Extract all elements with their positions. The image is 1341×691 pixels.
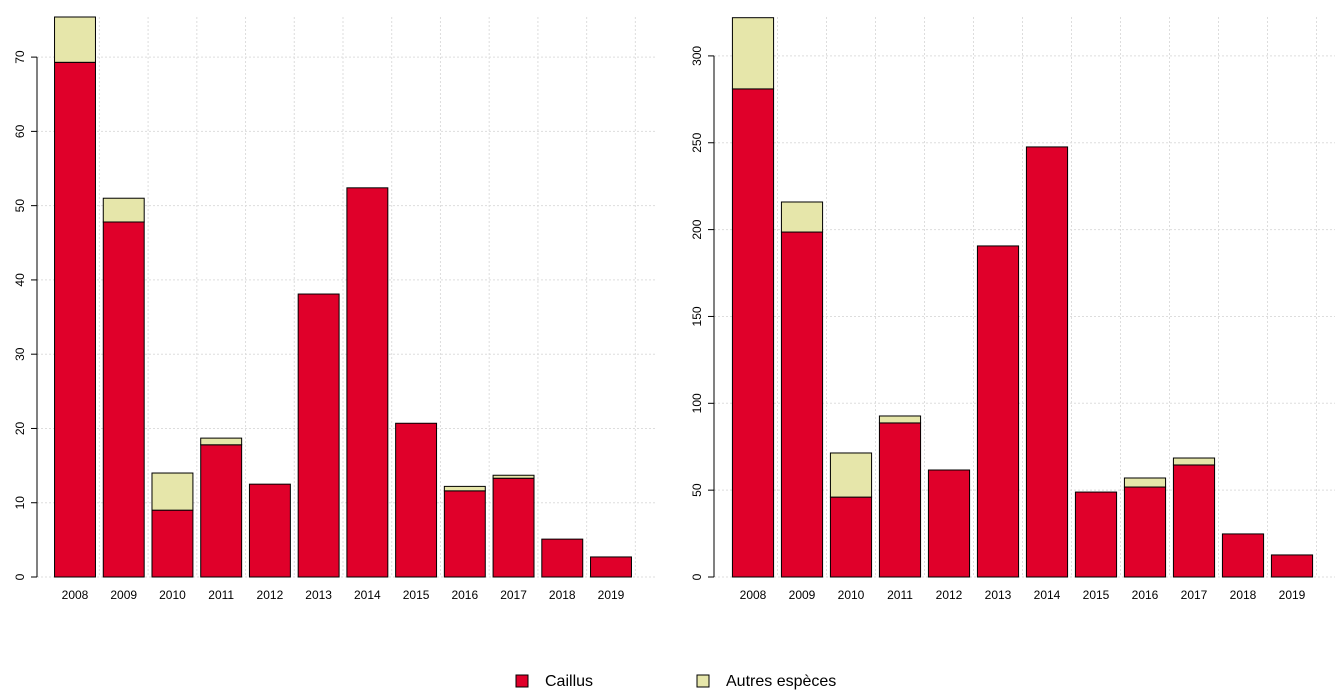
x-tick-label: 2008: [740, 588, 767, 602]
x-tick-label: 2011: [887, 588, 913, 602]
x-tick-label: 2012: [257, 588, 284, 602]
legend-swatch: [515, 674, 529, 688]
legend-swatch: [696, 674, 710, 688]
x-tick-label: 2014: [354, 588, 381, 602]
x-tick-label: 2019: [598, 588, 625, 602]
x-tick-label: 2018: [549, 588, 576, 602]
bar: [780, 201, 824, 233]
bar: [151, 472, 194, 511]
bar: [927, 469, 971, 578]
bar: [878, 415, 922, 424]
bar: [731, 88, 775, 578]
y-tick-label: 50: [690, 483, 704, 497]
x-tick-label: 2019: [1279, 588, 1306, 602]
x-tick-label: 2013: [985, 588, 1012, 602]
x-tick-label: 2010: [159, 588, 186, 602]
x-tick-label: 2015: [403, 588, 430, 602]
x-tick-label: 2013: [305, 588, 332, 602]
x-tick-label: 2011: [208, 588, 234, 602]
y-tick-label: 30: [13, 347, 27, 361]
bar: [976, 245, 1020, 578]
bar: [1025, 146, 1069, 578]
y-tick-label: 10: [13, 496, 27, 510]
bar: [731, 17, 775, 90]
x-tick-label: 2009: [789, 588, 816, 602]
bar: [829, 452, 873, 498]
bar: [248, 483, 291, 578]
bar: [102, 197, 145, 223]
x-tick-label: 2017: [1181, 588, 1208, 602]
x-tick-label: 2018: [1230, 588, 1257, 602]
y-tick-label: 300: [690, 46, 704, 66]
bar: [780, 231, 824, 578]
bar: [492, 474, 535, 479]
bar: [200, 444, 243, 578]
y-tick-label: 0: [690, 573, 704, 580]
bar: [297, 293, 340, 578]
bar: [1172, 464, 1216, 578]
y-tick-label: 20: [13, 421, 27, 435]
bar: [102, 221, 145, 578]
bar: [1270, 554, 1314, 578]
x-tick-label: 2009: [110, 588, 137, 602]
y-tick-label: 250: [690, 132, 704, 152]
y-tick-label: 50: [13, 199, 27, 213]
legend-label: Autres espèces: [726, 673, 836, 690]
bar: [54, 16, 96, 63]
bar: [443, 485, 486, 492]
x-tick-label: 2014: [1034, 588, 1061, 602]
bar: [200, 437, 243, 446]
legend-label: Caillus: [545, 673, 593, 690]
bar: [395, 422, 438, 578]
x-tick-label: 2010: [838, 588, 865, 602]
bar: [590, 556, 632, 578]
bar: [1123, 486, 1167, 578]
y-tick-label: 100: [690, 393, 704, 413]
bar: [1221, 533, 1265, 578]
bar: [541, 538, 584, 578]
bar: [346, 187, 389, 578]
y-tick-label: 150: [690, 306, 704, 326]
bar: [151, 509, 194, 578]
legend: Caillus Autres espèces: [515, 673, 836, 690]
bar: [1172, 457, 1216, 466]
bar: [443, 490, 486, 578]
bar: [1123, 477, 1167, 488]
x-tick-label: 2016: [1132, 588, 1159, 602]
x-tick-label: 2015: [1083, 588, 1110, 602]
y-tick-label: 200: [690, 219, 704, 239]
bar: [492, 477, 535, 578]
x-tick-label: 2017: [500, 588, 527, 602]
x-tick-label: 2008: [62, 588, 89, 602]
y-tick-label: 70: [13, 50, 27, 64]
y-tick-label: 60: [13, 124, 27, 138]
y-tick-label: 40: [13, 273, 27, 287]
bar: [54, 61, 96, 578]
bar: [829, 496, 873, 578]
bar: [878, 422, 922, 578]
x-tick-label: 2012: [936, 588, 963, 602]
y-tick-label: 0: [13, 573, 27, 580]
x-tick-label: 2016: [451, 588, 478, 602]
bar: [1074, 491, 1118, 578]
